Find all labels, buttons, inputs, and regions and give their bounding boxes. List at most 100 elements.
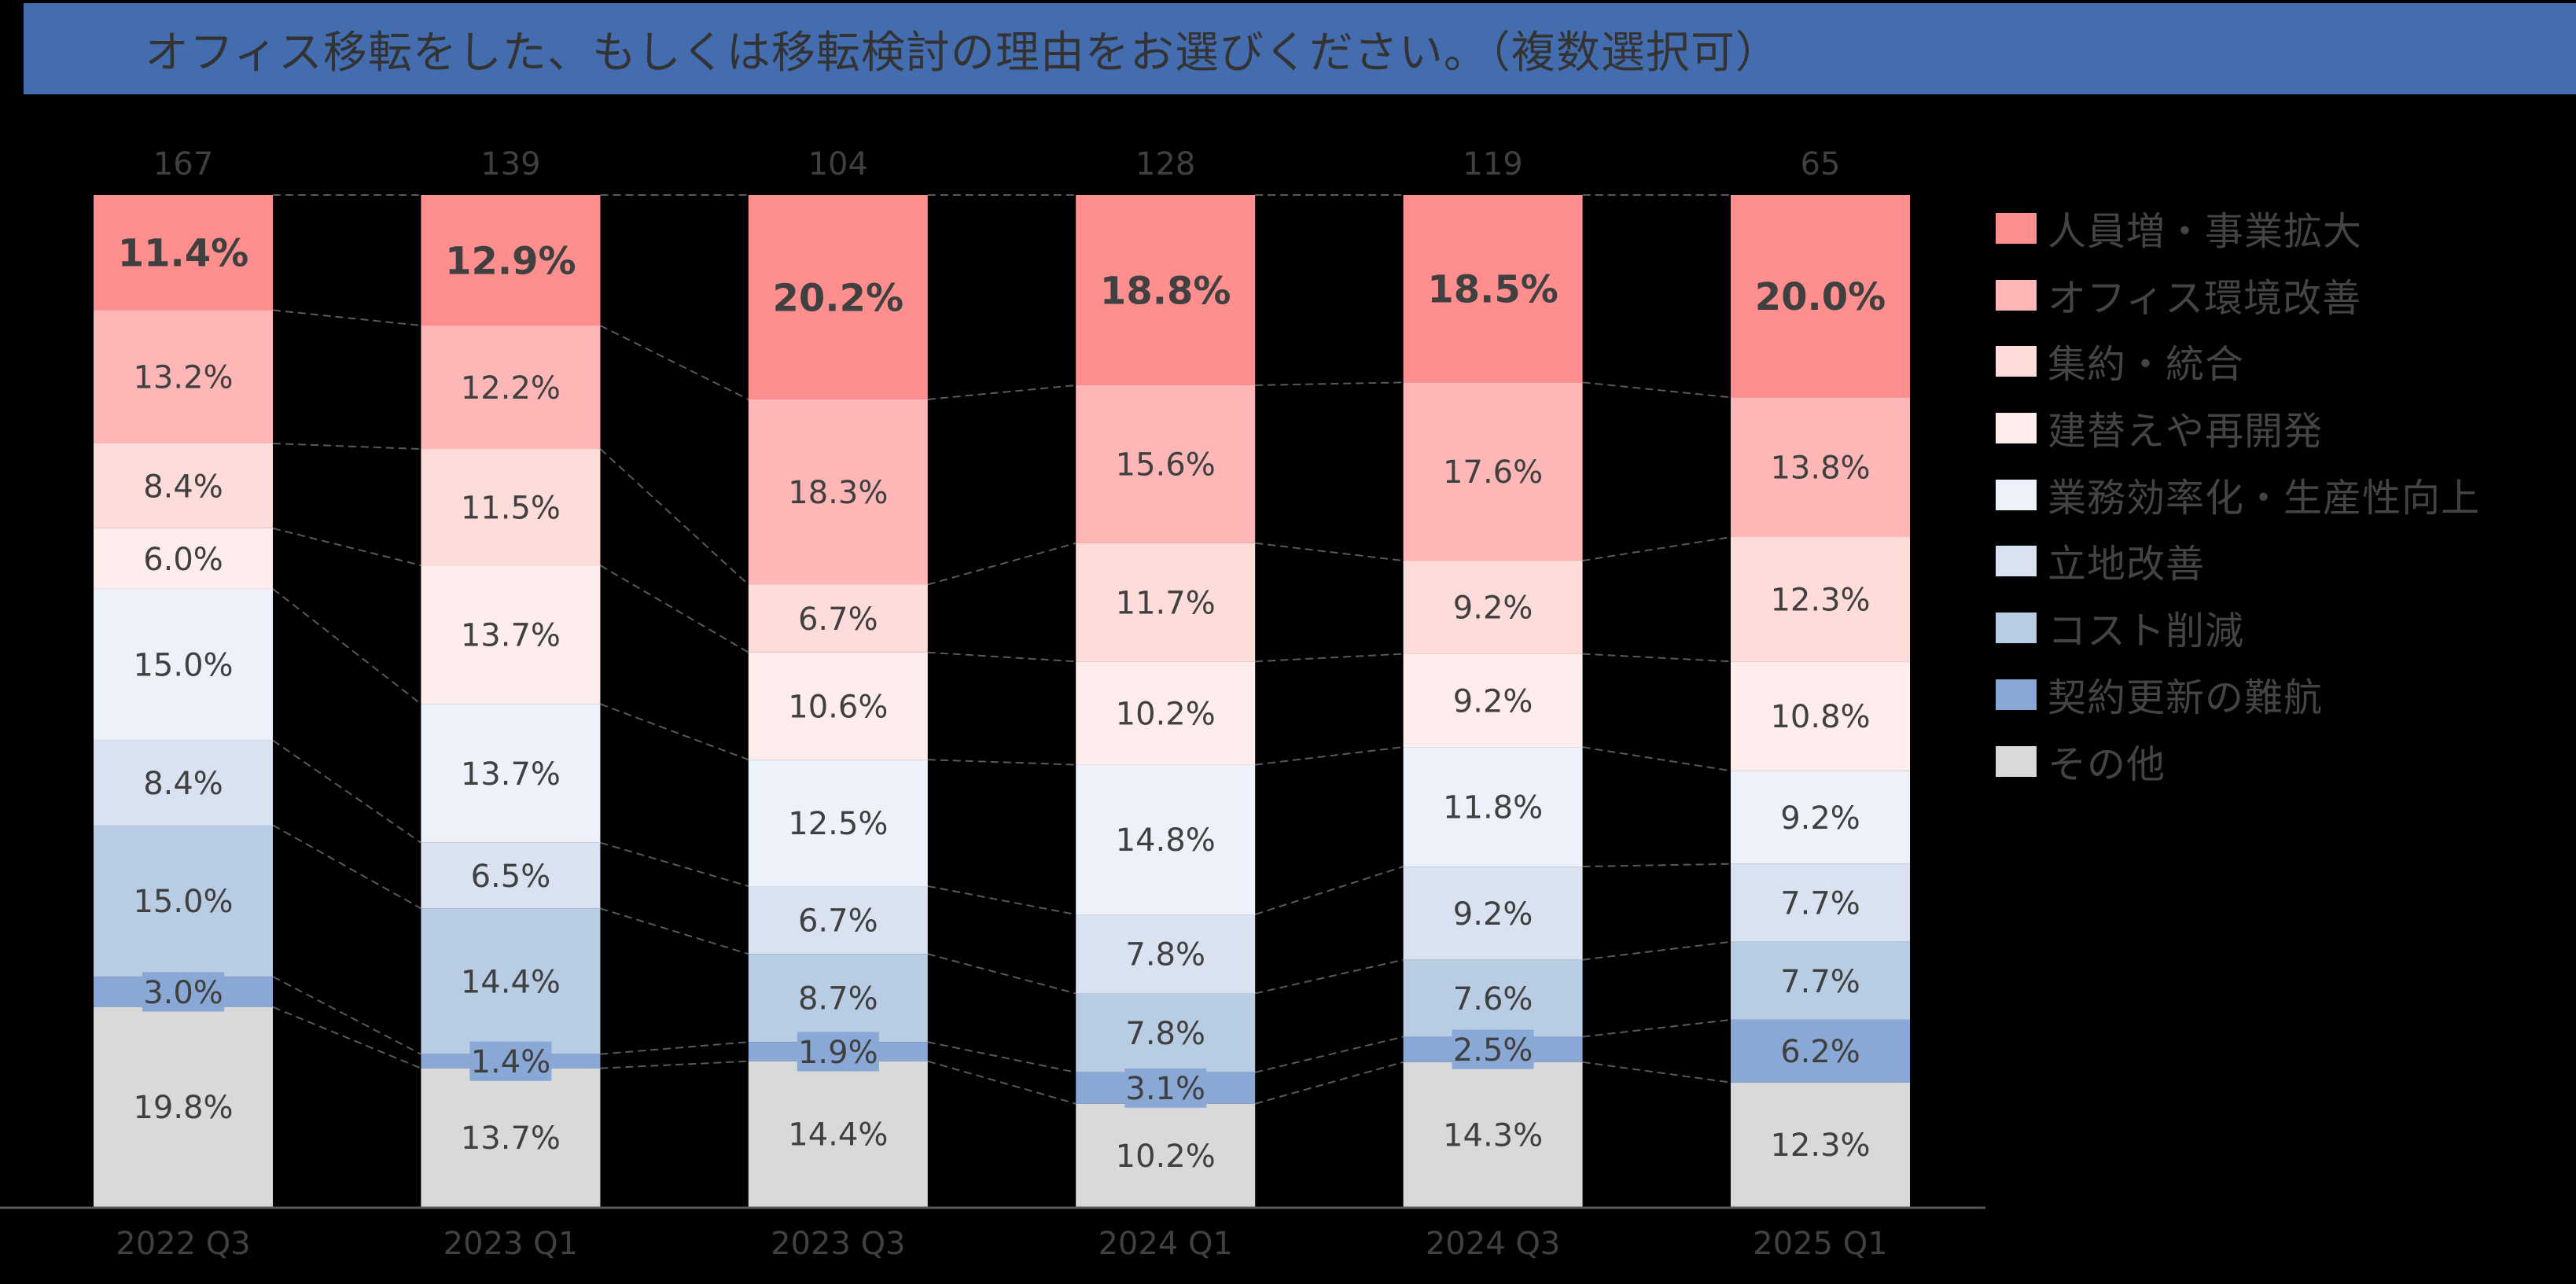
chart-legend: 人員増・事業拡大 オフィス環境改善 集約・統合 建替えや再開発 業務効率化・生産… <box>1996 206 2480 805</box>
bar-segment <box>1731 397 1910 538</box>
legend-label: 立地改善 <box>2048 542 2206 587</box>
bar-segment <box>748 954 928 1043</box>
segment-value-label: 3.0% <box>143 975 223 1011</box>
segment-value-label: 14.3% <box>1443 1117 1543 1153</box>
segment-value-label: 10.8% <box>1770 699 1870 735</box>
label-background <box>797 1032 879 1072</box>
segment-value-label: 6.2% <box>1780 1034 1860 1070</box>
bar-segment <box>421 195 601 326</box>
segment-value-label: 7.6% <box>1453 981 1533 1017</box>
segment-value-label: 13.8% <box>1770 451 1870 487</box>
legend-item: 立地改善 <box>1996 539 2480 587</box>
legend-label: 集約・統合 <box>2048 342 2245 388</box>
segment-value-label: 15.0% <box>133 648 233 684</box>
bar-segment <box>421 565 601 705</box>
legend-item: 業務効率化・生産性向上 <box>1996 473 2480 521</box>
bar-segment <box>421 1068 601 1207</box>
segment-value-label: 19.8% <box>133 1090 233 1126</box>
segment-value-label: 14.4% <box>461 964 561 1000</box>
legend-item: オフィス環境改善 <box>1996 273 2480 321</box>
bar-segment <box>1731 661 1910 771</box>
segment-value-label: 11.7% <box>1116 585 1216 621</box>
segment-value-label: 6.7% <box>798 903 878 940</box>
bar-segment <box>1403 561 1583 654</box>
segment-value-label: 17.6% <box>1443 454 1543 491</box>
segment-value-label: 8.7% <box>798 981 878 1017</box>
bar-segment <box>1076 764 1256 915</box>
bar-2024-q1: 18.8% 15.6% 11.7% 10.2% 14.8% 7.8% 7.8% 3.1% 10.… <box>1076 146 1256 1262</box>
bar-segment <box>1076 993 1256 1072</box>
segment-value-label: 11.4% <box>118 231 249 275</box>
segment-value-label: 8.4% <box>143 469 223 505</box>
x-axis-tick-label: 2024 Q1 <box>1098 1226 1232 1262</box>
legend-swatch <box>1996 413 2037 444</box>
segment-value-label: 10.2% <box>1116 696 1216 732</box>
bar-segment <box>1731 863 1910 942</box>
bar-segment <box>94 195 273 311</box>
x-axis-tick-label: 2025 Q1 <box>1753 1226 1887 1262</box>
bar-segment <box>748 886 928 955</box>
legend-item: 人員増・事業拡大 <box>1996 206 2480 254</box>
segment-value-label: 11.8% <box>1443 790 1543 826</box>
segment-value-label: 1.9% <box>798 1035 878 1071</box>
total-count-label: 104 <box>808 146 868 182</box>
bar-segment <box>1076 1103 1256 1207</box>
bar-segment <box>421 908 601 1054</box>
total-count-label: 139 <box>480 146 540 182</box>
bar-segment <box>1403 653 1583 748</box>
bar-segment <box>748 584 928 653</box>
segment-value-label: 9.2% <box>1453 683 1533 719</box>
legend-swatch <box>1996 745 2037 777</box>
bar-2023-q1: 12.9% 12.2% 11.5% 13.7% 13.7% 6.5% 14.4% 1.4% 13… <box>421 146 601 1262</box>
legend-item: 契約更新の難航 <box>1996 672 2480 720</box>
segment-value-label: 7.8% <box>1125 937 1205 973</box>
bar-segment <box>748 760 928 887</box>
segment-value-label: 9.2% <box>1453 590 1533 627</box>
segment-value-label: 20.0% <box>1755 275 1886 319</box>
legend-item: 集約・統合 <box>1996 339 2480 387</box>
segment-value-label: 10.2% <box>1116 1139 1216 1175</box>
segment-value-label: 11.5% <box>461 490 561 526</box>
title-bar: オフィス移転をした、もしくは移転検討の理由をお選びください。（複数選択可） <box>24 3 2576 94</box>
segment-value-label: 18.5% <box>1427 267 1558 311</box>
bar-2025-q1: 20.0% 13.8% 12.3% 10.8% 9.2% 7.7% 7.7% 6.2% 12.3… <box>1731 146 1910 1262</box>
legend-swatch <box>1996 213 2037 244</box>
bar-segment <box>94 588 273 741</box>
segment-value-label: 14.8% <box>1116 822 1216 859</box>
bar-segment <box>748 195 928 399</box>
segment-value-label: 13.7% <box>461 618 561 654</box>
label-background <box>1124 1068 1207 1108</box>
segment-value-label: 6.0% <box>143 542 223 578</box>
total-count-label: 65 <box>1801 146 1841 182</box>
bar-segment <box>1076 195 1256 385</box>
legend-label: 業務効率化・生産性向上 <box>2048 475 2481 521</box>
segment-value-label: 7.8% <box>1125 1016 1205 1052</box>
legend-label: その他 <box>2048 741 2166 787</box>
bar-segment <box>1076 914 1256 994</box>
segment-value-label: 7.7% <box>1780 964 1860 1000</box>
segment-value-label: 13.2% <box>133 360 233 396</box>
segment-value-label: 9.2% <box>1780 800 1860 837</box>
legend-item: その他 <box>1996 739 2480 787</box>
bar-segment <box>1403 382 1583 561</box>
bar-segment <box>1731 1082 1910 1207</box>
bar-segment <box>94 310 273 443</box>
bar-segment <box>1076 543 1256 662</box>
legend-label: 人員増・事業拡大 <box>2048 209 2363 254</box>
bar-segment <box>1731 537 1910 662</box>
bar-segment <box>1403 195 1583 383</box>
bar-segment <box>421 326 601 450</box>
bar-segment <box>1403 1061 1583 1207</box>
segment-value-label: 6.5% <box>471 859 551 895</box>
bar-segment <box>94 740 273 826</box>
page-title: オフィス移転をした、もしくは移転検討の理由をお選びください。（複数選択可） <box>145 27 1780 79</box>
bar-segment <box>421 704 601 843</box>
segment-value-label: 7.7% <box>1780 886 1860 922</box>
legend-swatch <box>1996 346 2037 377</box>
segment-value-label: 12.5% <box>788 806 888 842</box>
bar-segment <box>1403 747 1583 867</box>
legend-swatch <box>1996 613 2037 644</box>
segment-value-label: 1.4% <box>471 1044 551 1080</box>
bar-segment <box>748 1061 928 1207</box>
